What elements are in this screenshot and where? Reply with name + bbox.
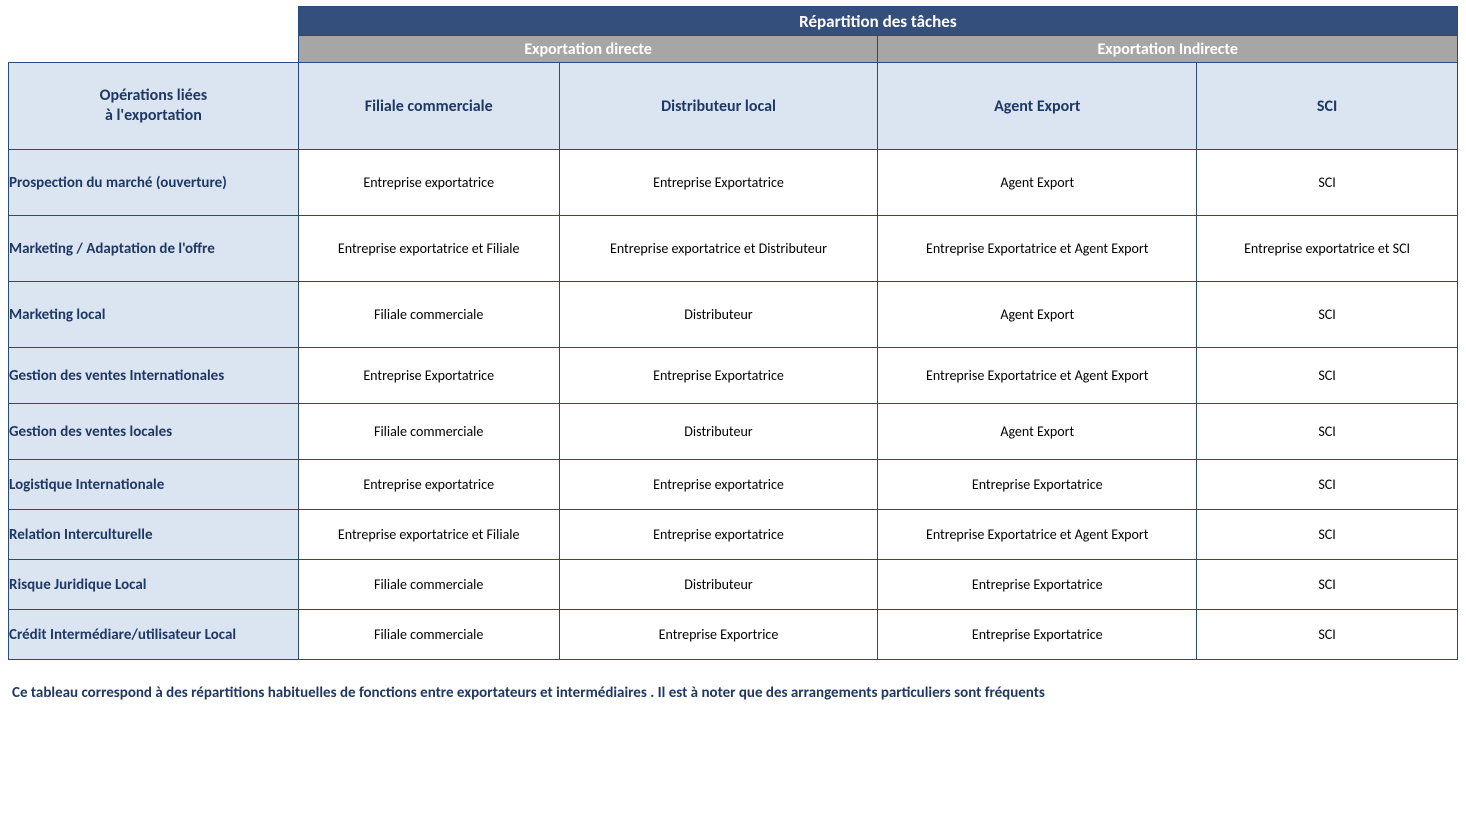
data-cell: Entreprise exportatrice et Filiale <box>298 510 559 560</box>
col-header-1: Distributeur local <box>559 63 878 150</box>
data-cell: SCI <box>1197 510 1458 560</box>
data-cell: Entreprise exportatrice <box>559 460 878 510</box>
row-label: Crédit Intermédiare/utilisateur Local <box>9 610 299 660</box>
data-cell: Distributeur <box>559 560 878 610</box>
header-row-columns: Opérations liées à l'exportation Filiale… <box>9 63 1458 150</box>
col-header-0: Filiale commerciale <box>298 63 559 150</box>
page: Répartition des tâches Exportation direc… <box>0 0 1466 714</box>
data-cell: Entreprise exportatrice et Distributeur <box>559 216 878 282</box>
table-row: Risque Juridique Local Filiale commercia… <box>9 560 1458 610</box>
table-row: Relation Interculturelle Entreprise expo… <box>9 510 1458 560</box>
data-cell: Entreprise exportatrice et SCI <box>1197 216 1458 282</box>
data-cell: SCI <box>1197 348 1458 404</box>
table-row: Gestion des ventes Internationales Entre… <box>9 348 1458 404</box>
row-label: Relation Interculturelle <box>9 510 299 560</box>
data-cell: Entreprise exportatrice <box>298 150 559 216</box>
col-header-3: SCI <box>1197 63 1458 150</box>
data-cell: SCI <box>1197 150 1458 216</box>
data-cell: SCI <box>1197 610 1458 660</box>
data-cell: Distributeur <box>559 282 878 348</box>
row-label: Logistique Internationale <box>9 460 299 510</box>
row-title: Opérations liées à l'exportation <box>9 63 299 150</box>
table-caption: Ce tableau correspond à des répartitions… <box>8 684 1458 702</box>
table-row: Marketing local Filiale commerciale Dist… <box>9 282 1458 348</box>
data-cell: Entreprise Exportatrice <box>559 348 878 404</box>
table-row: Marketing / Adaptation de l'offre Entrep… <box>9 216 1458 282</box>
data-cell: Distributeur <box>559 404 878 460</box>
data-cell: SCI <box>1197 460 1458 510</box>
data-cell: Agent Export <box>878 150 1197 216</box>
subheader-indirect: Exportation Indirecte <box>878 36 1458 63</box>
table-row: Gestion des ventes locales Filiale comme… <box>9 404 1458 460</box>
data-cell: Entreprise exportatrice et Filiale <box>298 216 559 282</box>
data-cell: Entreprise exportatrice <box>298 460 559 510</box>
table-row: Crédit Intermédiare/utilisateur Local Fi… <box>9 610 1458 660</box>
data-cell: Entreprise Exportatrice et Agent Export <box>878 348 1197 404</box>
row-label: Marketing local <box>9 282 299 348</box>
row-label: Gestion des ventes Internationales <box>9 348 299 404</box>
data-cell: Agent Export <box>878 404 1197 460</box>
data-cell: Entreprise Exportatrice et Agent Export <box>878 510 1197 560</box>
row-label: Marketing / Adaptation de l'offre <box>9 216 299 282</box>
subheader-direct: Exportation directe <box>298 36 878 63</box>
row-label: Risque Juridique Local <box>9 560 299 610</box>
data-cell: Entreprise Exportrice <box>559 610 878 660</box>
row-title-line2: à l'exportation <box>105 106 202 125</box>
header-top: Répartition des tâches <box>298 7 1457 36</box>
row-label: Prospection du marché (ouverture) <box>9 150 299 216</box>
row-title-line1: Opérations liées <box>100 86 207 105</box>
data-cell: Agent Export <box>878 282 1197 348</box>
data-cell: SCI <box>1197 560 1458 610</box>
header-row-top: Répartition des tâches <box>9 7 1458 36</box>
data-cell: SCI <box>1197 282 1458 348</box>
data-cell: Entreprise exportatrice <box>559 510 878 560</box>
data-cell: Filiale commerciale <box>298 560 559 610</box>
data-cell: Filiale commerciale <box>298 282 559 348</box>
data-cell: SCI <box>1197 404 1458 460</box>
table-row: Prospection du marché (ouverture) Entrep… <box>9 150 1458 216</box>
data-cell: Entreprise Exportatrice <box>878 460 1197 510</box>
data-cell: Filiale commerciale <box>298 610 559 660</box>
data-cell: Entreprise Exportatrice <box>298 348 559 404</box>
export-task-table: Répartition des tâches Exportation direc… <box>8 6 1458 660</box>
data-cell: Entreprise Exportatrice <box>559 150 878 216</box>
header-empty-top-left <box>9 7 299 63</box>
row-label: Gestion des ventes locales <box>9 404 299 460</box>
data-cell: Entreprise Exportatrice <box>878 610 1197 660</box>
data-cell: Entreprise Exportatrice <box>878 560 1197 610</box>
data-cell: Filiale commerciale <box>298 404 559 460</box>
col-header-2: Agent Export <box>878 63 1197 150</box>
table-row: Logistique Internationale Entreprise exp… <box>9 460 1458 510</box>
data-cell: Entreprise Exportatrice et Agent Export <box>878 216 1197 282</box>
